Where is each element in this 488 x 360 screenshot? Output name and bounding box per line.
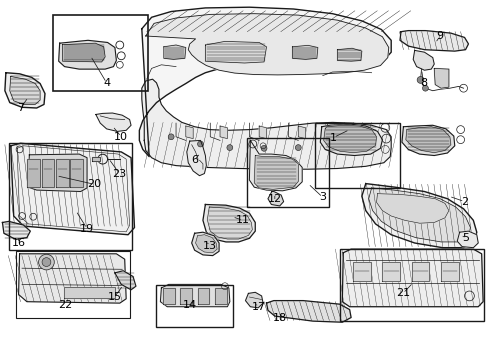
Polygon shape <box>337 48 361 61</box>
Polygon shape <box>405 127 450 153</box>
Text: 21: 21 <box>395 288 409 298</box>
Circle shape <box>168 134 174 140</box>
Text: 20: 20 <box>87 179 101 189</box>
Polygon shape <box>11 143 134 235</box>
Circle shape <box>422 85 427 91</box>
Polygon shape <box>163 288 174 304</box>
Polygon shape <box>292 45 317 59</box>
Circle shape <box>416 76 423 84</box>
Polygon shape <box>411 262 428 281</box>
Polygon shape <box>267 192 283 206</box>
Circle shape <box>324 142 330 148</box>
Polygon shape <box>352 262 370 281</box>
Polygon shape <box>186 140 206 176</box>
Text: 7: 7 <box>17 103 24 113</box>
Polygon shape <box>399 31 468 51</box>
Polygon shape <box>361 184 476 248</box>
Bar <box>340 249 483 321</box>
Bar <box>314 123 399 188</box>
Polygon shape <box>205 41 266 63</box>
Polygon shape <box>320 124 382 156</box>
Polygon shape <box>254 156 298 189</box>
Polygon shape <box>56 159 69 187</box>
Polygon shape <box>19 254 126 303</box>
Text: 4: 4 <box>103 78 110 88</box>
Circle shape <box>197 141 203 147</box>
Polygon shape <box>163 45 185 59</box>
Polygon shape <box>266 301 350 322</box>
Polygon shape <box>115 271 136 290</box>
Polygon shape <box>139 7 390 157</box>
Text: 17: 17 <box>252 302 265 312</box>
Polygon shape <box>180 288 192 304</box>
Polygon shape <box>245 292 263 308</box>
Polygon shape <box>215 288 226 304</box>
Text: 5: 5 <box>462 233 468 243</box>
Polygon shape <box>298 126 305 139</box>
Polygon shape <box>92 157 100 161</box>
Polygon shape <box>259 126 266 139</box>
Polygon shape <box>142 79 390 169</box>
Text: 14: 14 <box>183 300 196 310</box>
Polygon shape <box>191 232 219 256</box>
Polygon shape <box>401 125 454 156</box>
Circle shape <box>226 145 232 150</box>
Polygon shape <box>5 73 45 108</box>
Text: 9: 9 <box>436 31 443 41</box>
Polygon shape <box>249 140 302 191</box>
Polygon shape <box>96 113 131 131</box>
Text: 12: 12 <box>267 194 281 204</box>
Polygon shape <box>2 221 30 239</box>
Polygon shape <box>28 154 87 192</box>
Polygon shape <box>220 126 227 139</box>
Polygon shape <box>376 194 448 223</box>
Bar <box>247 138 328 207</box>
Polygon shape <box>382 262 399 281</box>
Polygon shape <box>27 159 40 187</box>
Text: 6: 6 <box>191 155 198 165</box>
Circle shape <box>42 258 51 266</box>
Polygon shape <box>62 43 105 62</box>
Polygon shape <box>10 76 40 104</box>
Circle shape <box>39 254 54 270</box>
Text: 10: 10 <box>114 132 128 142</box>
Polygon shape <box>145 14 388 75</box>
Polygon shape <box>207 207 252 239</box>
Polygon shape <box>323 125 376 153</box>
Text: 2: 2 <box>460 197 467 207</box>
Circle shape <box>295 145 301 150</box>
Text: 8: 8 <box>419 78 426 88</box>
Polygon shape <box>412 50 433 70</box>
Bar <box>156 285 232 327</box>
Polygon shape <box>195 235 217 253</box>
Text: 13: 13 <box>203 240 217 251</box>
Polygon shape <box>456 231 477 248</box>
Polygon shape <box>160 284 229 307</box>
Polygon shape <box>433 68 448 88</box>
Bar <box>16 251 130 318</box>
Text: 15: 15 <box>107 292 121 302</box>
Text: 16: 16 <box>12 238 25 248</box>
Polygon shape <box>368 188 469 242</box>
Bar <box>53 15 147 91</box>
Polygon shape <box>440 262 458 281</box>
Text: 22: 22 <box>58 300 73 310</box>
Polygon shape <box>63 287 115 298</box>
Polygon shape <box>185 126 193 139</box>
Polygon shape <box>342 249 482 307</box>
Text: 3: 3 <box>319 192 325 202</box>
Circle shape <box>353 137 359 143</box>
Text: 23: 23 <box>112 168 126 179</box>
Polygon shape <box>203 204 255 242</box>
Text: 18: 18 <box>272 312 286 323</box>
Bar <box>9 143 132 250</box>
Polygon shape <box>70 159 83 187</box>
Text: 11: 11 <box>236 215 249 225</box>
Circle shape <box>261 145 266 151</box>
Polygon shape <box>59 40 116 69</box>
Text: 19: 19 <box>80 224 94 234</box>
Polygon shape <box>41 159 54 187</box>
Text: 1: 1 <box>329 132 336 143</box>
Polygon shape <box>197 288 209 304</box>
